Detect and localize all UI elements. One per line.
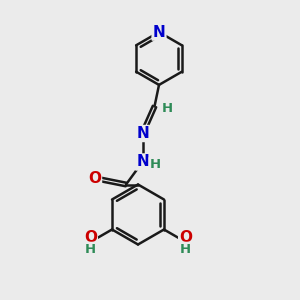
Text: H: H xyxy=(149,158,161,171)
Text: N: N xyxy=(136,154,149,169)
Text: O: O xyxy=(88,171,101,186)
Text: O: O xyxy=(179,230,192,245)
Text: O: O xyxy=(84,230,97,245)
Text: H: H xyxy=(85,243,96,256)
Text: H: H xyxy=(161,101,173,115)
Text: H: H xyxy=(180,243,191,256)
Text: N: N xyxy=(153,25,165,40)
Text: N: N xyxy=(136,126,149,141)
